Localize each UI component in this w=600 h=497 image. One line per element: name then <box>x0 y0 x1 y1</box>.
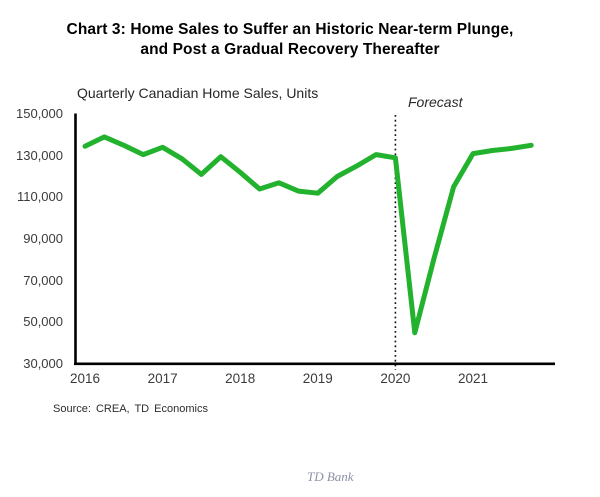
x-axis-tick-label: 2020 <box>380 371 411 386</box>
chart-title: Chart 3: Home Sales to Suffer an Histori… <box>0 20 580 60</box>
x-axis-tick-label: 2019 <box>302 371 333 386</box>
page-footer-brand: TD Bank <box>307 469 354 484</box>
y-axis-tick-label: 110,000 <box>16 189 63 205</box>
y-axis-tick-label: 70,000 <box>23 272 63 288</box>
x-axis-tick-label: 2021 <box>457 371 489 386</box>
chart-title-line1: Chart 3: Home Sales to Suffer an Histori… <box>66 21 514 38</box>
y-axis-tick-label: 30,000 <box>23 356 63 371</box>
y-axis-tick-label: 130,000 <box>16 147 63 163</box>
y-axis-tick-label: 90,000 <box>23 231 63 246</box>
forecast-label: Forecast <box>408 94 463 110</box>
sales-line-series <box>82 134 534 336</box>
y-axis-tick-label: 150,000 <box>16 106 63 121</box>
x-axis-tick-label: 2016 <box>69 371 101 386</box>
chart-subtitle: Quarterly Canadian Home Sales, Units <box>77 85 319 101</box>
chart-plot <box>74 113 555 370</box>
chart-title-line2: and Post a Gradual Recovery Thereafter <box>140 41 440 58</box>
x-axis-tick-label: 2018 <box>225 371 256 386</box>
x-axis-tick-label: 2017 <box>147 371 178 386</box>
source-note: Source: CREA, TD Economics <box>53 403 208 415</box>
y-axis-tick-label: 50,000 <box>23 314 63 330</box>
